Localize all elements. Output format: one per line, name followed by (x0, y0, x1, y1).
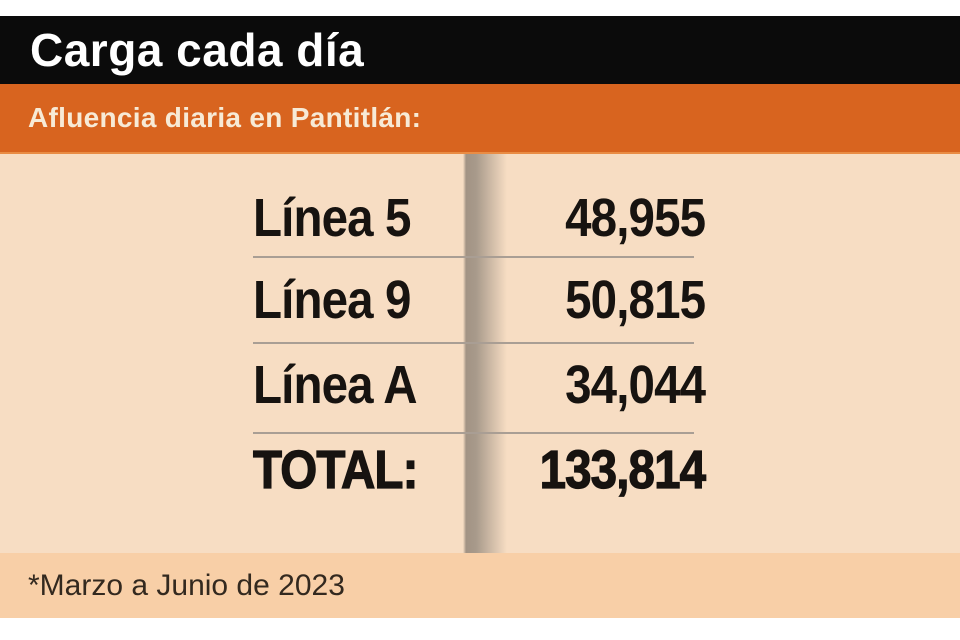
row-value: 48,955 (564, 188, 706, 248)
subtitle-text: Afluencia diaria en Pantitlán: (28, 102, 422, 133)
table-row: Línea 5 48,955 (253, 188, 706, 248)
column-divider-bar (463, 154, 507, 553)
row-label: Línea 9 (253, 270, 411, 330)
row-value: 34,044 (564, 355, 706, 415)
data-table: Línea 5 48,955 Línea 9 50,815 Línea A 34… (252, 154, 707, 553)
subtitle-bar: Afluencia diaria en Pantitlán: (0, 84, 960, 154)
table-row: Línea 9 50,815 (253, 270, 706, 330)
table-row: Línea A 34,044 (253, 355, 706, 415)
row-separator (253, 256, 694, 258)
row-label: Línea A (253, 355, 418, 415)
row-separator (253, 432, 694, 434)
row-value: 50,815 (564, 270, 706, 330)
total-value: 133,814 (539, 439, 707, 500)
page-title: Carga cada día (30, 24, 365, 76)
row-label: Línea 5 (253, 188, 411, 248)
footnote-text: *Marzo a Junio de 2023 (28, 568, 345, 602)
footnote-bar: *Marzo a Junio de 2023 (0, 553, 960, 618)
row-separator (253, 342, 694, 344)
data-table-area: Línea 5 48,955 Línea 9 50,815 Línea A 34… (0, 154, 960, 553)
total-label: TOTAL: (252, 439, 419, 500)
header-bar: Carga cada día (0, 16, 960, 84)
table-row-total: TOTAL: 133,814 (252, 439, 707, 500)
